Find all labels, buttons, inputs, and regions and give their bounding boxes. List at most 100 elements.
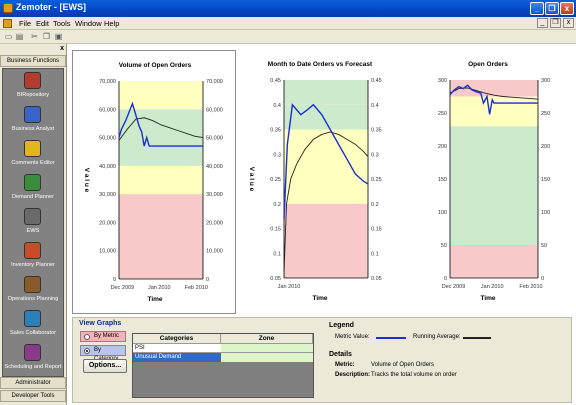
close-button[interactable]: x <box>560 2 574 15</box>
sidebar-item-demand-planner[interactable]: Demand Planner <box>3 173 63 205</box>
grid-header-zone[interactable]: Zone <box>221 334 313 344</box>
by-metric-label: By Metric <box>94 333 120 339</box>
left-tick-label: 250 <box>438 111 447 117</box>
x-tick-label: Jan 2010 <box>278 284 301 290</box>
chart-volume-open-orders: Volume of Open Orders 70,000 70,000 60,000 6… <box>83 62 223 303</box>
chart-title: Open Orders <box>468 61 508 68</box>
right-tick-label: 50,000 <box>206 136 223 142</box>
view-graphs-title: View Graphs <box>79 320 122 327</box>
right-tick-label: 50 <box>541 243 547 249</box>
sidebar-item-sales-collaborator[interactable]: Sales Collaborator <box>3 309 63 341</box>
sidebar-item-operations-planning[interactable]: Operations Planning <box>3 275 63 307</box>
sidebar-item-comments-editor[interactable]: Comments Editor <box>3 139 63 171</box>
grid-header-categories[interactable]: Categories <box>133 334 221 344</box>
right-tick-label: 200 <box>541 144 550 150</box>
left-tick-label: 10,000 <box>99 249 116 255</box>
right-tick-label: 0.1 <box>371 251 379 257</box>
right-tick-label: 0.25 <box>371 177 382 183</box>
chart-panel-open-orders[interactable]: Open Orders 300 300 250 250 200 200 150 150 100 10… <box>404 50 572 314</box>
left-tick-label: 0.1 <box>273 251 281 257</box>
right-tick-label: 250 <box>541 111 550 117</box>
zone-band <box>119 165 203 195</box>
right-tick-label: 0.45 <box>371 78 382 84</box>
chart-title: Month to Date Orders vs Forecast <box>268 61 373 68</box>
grid-row-psi-category[interactable]: PSI <box>133 344 221 353</box>
chart-mtd-orders-vs-forecast: Month to Date Orders vs Forecast 0.45 0.45… <box>248 61 382 302</box>
grid-row-psi-zone[interactable] <box>221 344 313 353</box>
details-title: Details <box>329 351 352 358</box>
by-category-radio[interactable]: By Category <box>80 345 126 362</box>
options-button[interactable]: Options... <box>83 359 127 373</box>
sidebar-item-scheduling-and-report[interactable]: Scheduling and Report <box>3 343 63 375</box>
section-header-business-functions[interactable]: Business Functions <box>0 55 66 67</box>
x-tick-label: Jan 2010 <box>148 285 171 291</box>
legend-title: Legend <box>329 322 354 329</box>
inventory-icon <box>24 242 41 259</box>
grid-row-unusual-demand-zone[interactable] <box>221 353 313 362</box>
left-tick-label: 50 <box>441 243 447 249</box>
details-metric-value: Volume of Open Orders <box>371 362 435 368</box>
minimize-button[interactable]: _ <box>530 2 544 15</box>
menu-file[interactable]: File <box>19 19 32 28</box>
right-tick-label: 0 <box>206 277 209 283</box>
cut-icon[interactable]: ✂ <box>31 32 38 41</box>
y-axis-label: V a l u e <box>83 168 90 193</box>
chart-open-orders: Open Orders 300 300 250 250 200 200 150 150 100 10… <box>438 61 550 302</box>
scheduling-icon <box>24 344 41 361</box>
right-tick-label: 0 <box>541 276 544 282</box>
right-tick-label: 0.15 <box>371 227 382 233</box>
menu-edit[interactable]: Edit <box>36 19 49 28</box>
legend-avg-swatch <box>463 337 491 339</box>
menu-tools[interactable]: Tools <box>53 19 71 28</box>
menu-window[interactable]: Window <box>75 19 102 28</box>
save-icon[interactable]: ▭ <box>4 32 13 41</box>
sidebar-close-icon[interactable]: x <box>60 45 64 52</box>
sidebar-item-label: EWS <box>26 228 40 234</box>
by-metric-radio[interactable]: By Metric <box>80 331 126 342</box>
left-tick-label: 0.35 <box>270 128 281 134</box>
right-tick-label: 0.2 <box>371 202 379 208</box>
chart-panel-mtd-orders[interactable]: Month to Date Orders vs Forecast 0.45 0.45… <box>238 50 402 314</box>
print-icon[interactable]: ▤ <box>15 32 24 41</box>
business-functions-list: BIRepository Business Analyst Comments Edi… <box>2 68 64 377</box>
sidebar-item-birepository[interactable]: BIRepository <box>3 71 63 103</box>
chart-panel-volume-open-orders[interactable]: Volume of Open Orders 70,000 70,000 60,000 6… <box>72 50 236 314</box>
right-tick-label: 300 <box>541 78 550 84</box>
menu-bar: File Edit Tools Window Help _ ❐ x <box>0 17 576 30</box>
x-tick-label: Dec 2009 <box>111 285 135 291</box>
mdi-close-button[interactable]: x <box>563 18 574 28</box>
right-tick-label: 0.3 <box>371 152 379 158</box>
sidebar-item-label: BIRepository <box>16 92 50 98</box>
demand-icon <box>24 174 41 191</box>
grid-row-unusual-demand-category[interactable]: Unusual Demand <box>133 353 221 362</box>
y-axis-label: V a l u e <box>248 167 255 192</box>
menu-help[interactable]: Help <box>104 19 120 28</box>
zone-band <box>284 104 368 130</box>
right-tick-label: 20,000 <box>206 220 223 226</box>
copy-icon[interactable]: ❐ <box>42 32 51 41</box>
left-tick-label: 0 <box>113 277 116 283</box>
repository-icon <box>24 72 41 89</box>
mdi-restore-button[interactable]: ❐ <box>550 18 561 28</box>
right-tick-label: 0.05 <box>371 276 382 282</box>
left-tick-label: 0.05 <box>270 276 281 282</box>
right-tick-label: 0.4 <box>371 103 379 109</box>
sidebar-item-inventory-planner[interactable]: Inventory Planner <box>3 241 63 273</box>
zone-band <box>450 80 538 97</box>
left-tick-label: 0.3 <box>273 152 281 158</box>
x-tick-label: Jan 2010 <box>481 284 504 290</box>
sidebar-item-label: Inventory Planner <box>11 262 55 268</box>
chart-title: Volume of Open Orders <box>119 62 192 69</box>
paste-icon[interactable]: ▣ <box>54 32 63 41</box>
right-tick-label: 40,000 <box>206 164 223 170</box>
left-tick-label: 0.2 <box>273 202 281 208</box>
maximize-button[interactable]: ❐ <box>545 2 559 15</box>
toolbar: ▭ ▤ ✂ ❐ ▣ <box>0 30 576 44</box>
zone-band <box>284 129 368 204</box>
section-header-developer-tools[interactable]: Developer Tools <box>0 390 66 402</box>
sidebar-item-business-analyst[interactable]: Business Analyst <box>3 105 63 137</box>
right-tick-label: 30,000 <box>206 192 223 198</box>
section-header-administrator[interactable]: Administrator <box>0 377 66 389</box>
mdi-minimize-button[interactable]: _ <box>537 18 548 28</box>
sidebar-item-ews[interactable]: EWS <box>3 207 63 239</box>
